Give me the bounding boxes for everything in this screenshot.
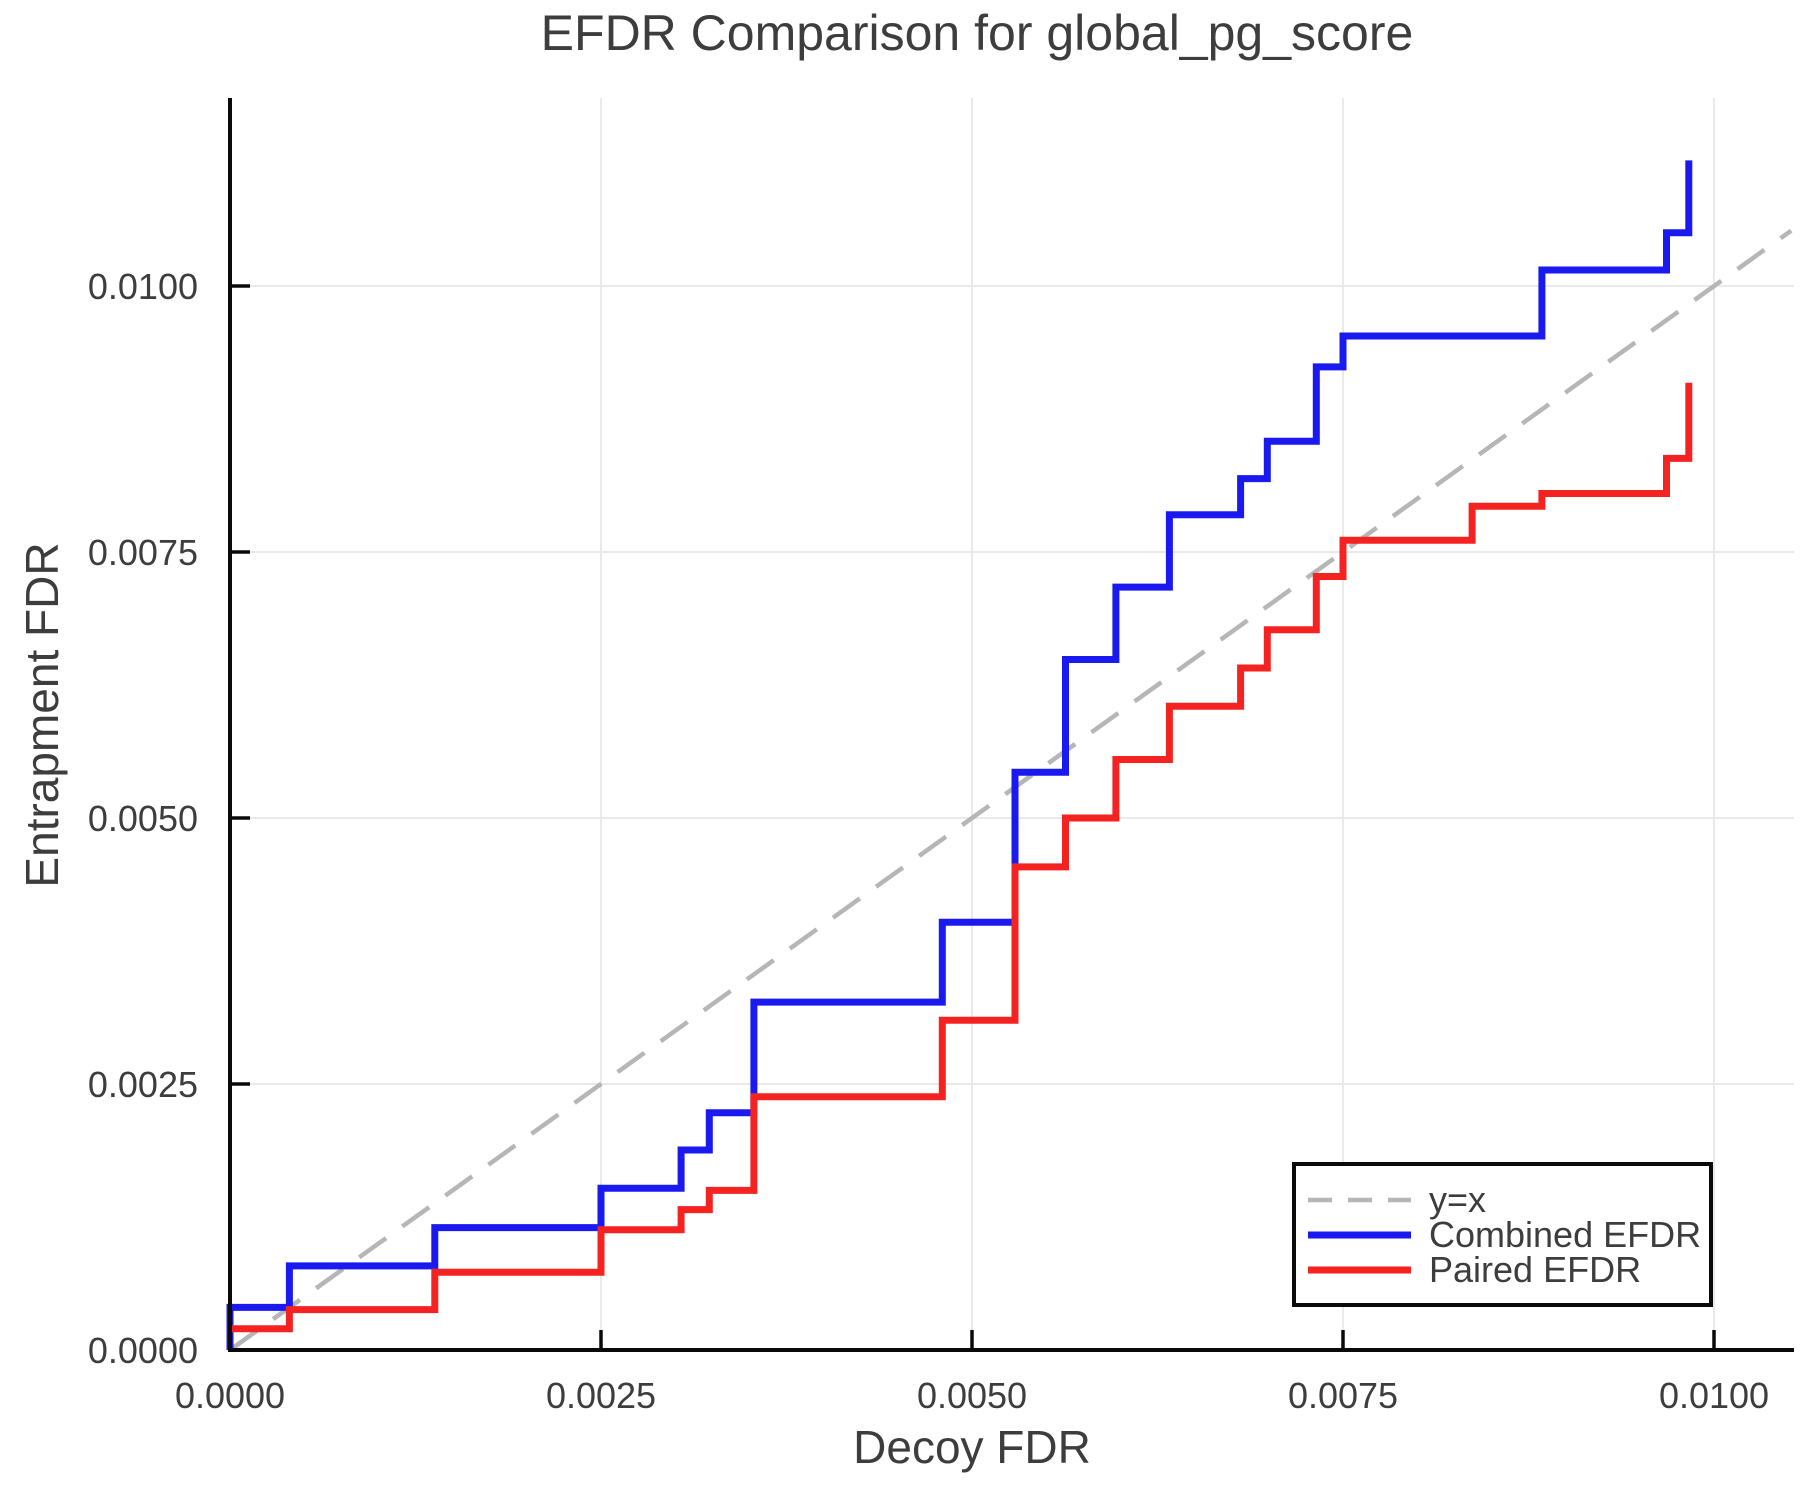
legend-item-combined-efdr: Combined EFDR — [1306, 1213, 1709, 1255]
x-tick-label-0.0050: 0.0050 — [917, 1375, 1027, 1416]
y-tick-label-0.0000: 0.0000 — [88, 1330, 198, 1371]
legend-label-combined-efdr: Combined EFDR — [1429, 1213, 1702, 1255]
series-combined-efdr-line — [226, 160, 1693, 1350]
red-line-sample-icon — [1308, 1266, 1411, 1273]
legend-label-yx: y=x — [1429, 1178, 1487, 1220]
y-tick-label-0.0050: 0.0050 — [88, 798, 198, 839]
x-tick-label-0.0000: 0.0000 — [175, 1375, 285, 1416]
reference-line-yx — [228, 228, 1793, 1352]
y-tick-label-0.0075: 0.0075 — [88, 532, 198, 573]
dashed-line-sample-icon — [1308, 1197, 1411, 1202]
x-tick-label-0.0100: 0.0100 — [1659, 1375, 1769, 1416]
y-tick-label-0.0100: 0.0100 — [88, 266, 198, 307]
x-tick-label-0.0075: 0.0075 — [1288, 1375, 1398, 1416]
series-paired-efdr-line — [230, 382, 1693, 1333]
legend: y=x Combined EFDR Paired EFDR — [1292, 1162, 1713, 1307]
x-axis-label: Decoy FDR — [853, 1421, 1091, 1473]
y-axis-label: Entrapment FDR — [16, 542, 68, 888]
legend-item-yx: y=x — [1306, 1178, 1709, 1220]
chart-title: EFDR Comparison for global_pg_score — [540, 5, 1414, 61]
legend-item-paired-efdr: Paired EFDR — [1306, 1248, 1709, 1290]
y-tick-label-0.0025: 0.0025 — [88, 1064, 198, 1105]
legend-label-paired-efdr: Paired EFDR — [1429, 1248, 1642, 1290]
x-tick-label-0.0025: 0.0025 — [546, 1375, 656, 1416]
blue-line-sample-icon — [1308, 1231, 1411, 1238]
